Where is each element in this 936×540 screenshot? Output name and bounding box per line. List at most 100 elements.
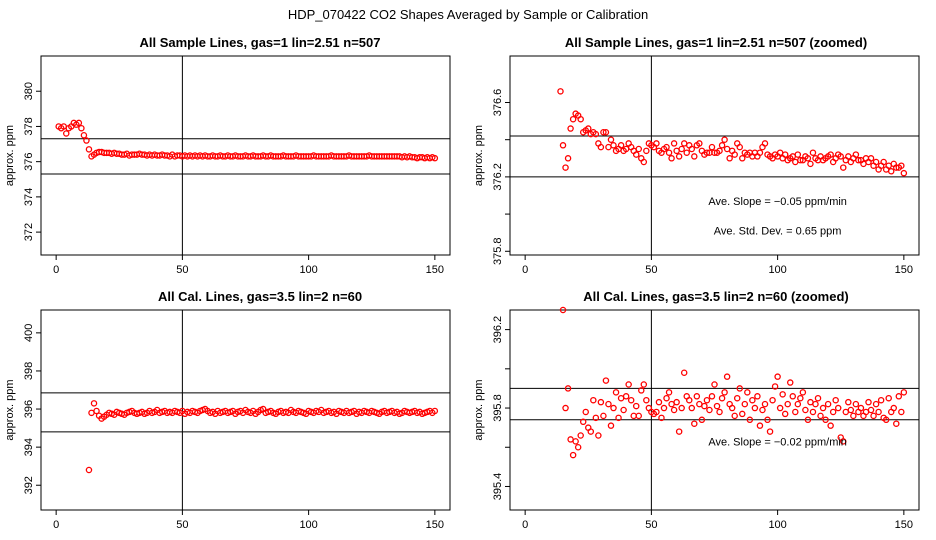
data-point bbox=[579, 418, 587, 426]
panels-container: All Sample Lines, gas=1 lin=2.51 n=507 0 5… bbox=[4, 35, 920, 531]
data-point bbox=[761, 400, 769, 408]
data-point bbox=[812, 400, 819, 408]
x-tick-label: 0 bbox=[522, 519, 528, 531]
y-axis-label: approx. ppm bbox=[473, 125, 485, 186]
chart-annotation: Ave. Slope = −0.05 ppm/min bbox=[708, 196, 847, 208]
data-point bbox=[678, 404, 685, 412]
chart-panel-2: All Sample Lines, gas=1 lin=2.51 n=507 (… bbox=[473, 35, 920, 276]
data-point bbox=[643, 147, 650, 155]
data-point bbox=[845, 398, 852, 406]
x-tick-label: 0 bbox=[53, 519, 59, 531]
data-point bbox=[781, 410, 789, 418]
data-point bbox=[640, 381, 648, 388]
y-tick-label: 394 bbox=[23, 438, 35, 456]
data-point bbox=[721, 389, 728, 396]
data-point bbox=[893, 420, 900, 427]
data-point bbox=[592, 130, 600, 138]
data-point bbox=[827, 151, 834, 158]
data-point bbox=[585, 125, 592, 132]
data-point bbox=[587, 428, 595, 435]
data-point bbox=[807, 160, 814, 168]
data-point bbox=[741, 400, 749, 408]
x-tick-label: 0 bbox=[522, 264, 528, 276]
data-point bbox=[83, 137, 90, 144]
data-point bbox=[847, 406, 855, 414]
series-1 bbox=[85, 400, 439, 474]
data-point bbox=[716, 408, 723, 416]
data-point bbox=[895, 393, 903, 400]
data-point bbox=[880, 158, 887, 166]
data-point bbox=[572, 438, 579, 445]
data-point bbox=[605, 400, 612, 408]
y-axis-label: approx. ppm bbox=[4, 125, 16, 186]
data-point bbox=[85, 466, 93, 474]
data-point bbox=[733, 394, 741, 402]
data-point bbox=[829, 408, 837, 416]
x-tick-label: 50 bbox=[176, 264, 188, 276]
data-point bbox=[640, 158, 648, 166]
data-point bbox=[655, 398, 663, 406]
data-point bbox=[665, 389, 673, 396]
data-point bbox=[564, 155, 572, 162]
series-1 bbox=[55, 119, 439, 162]
data-point bbox=[804, 416, 812, 424]
data-point bbox=[865, 398, 872, 406]
plot-frame bbox=[509, 55, 920, 256]
y-tick-label: 395.4 bbox=[492, 473, 504, 501]
data-point bbox=[867, 155, 875, 162]
data-point bbox=[749, 396, 756, 404]
data-point bbox=[600, 129, 607, 136]
x-tick-label: 150 bbox=[426, 264, 444, 276]
data-point bbox=[756, 149, 764, 156]
data-point bbox=[850, 412, 857, 420]
data-point bbox=[562, 164, 569, 171]
chart-panel-1: All Sample Lines, gas=1 lin=2.51 n=507 0 5… bbox=[4, 35, 451, 276]
x-tick-label: 50 bbox=[176, 519, 188, 531]
data-point bbox=[688, 404, 696, 412]
series-1 bbox=[557, 88, 908, 177]
data-point bbox=[786, 379, 794, 386]
data-point bbox=[625, 381, 632, 388]
data-point bbox=[731, 412, 738, 420]
data-point bbox=[592, 414, 600, 422]
data-point bbox=[577, 432, 584, 439]
data-point bbox=[852, 400, 860, 408]
data-point bbox=[713, 402, 721, 410]
data-point bbox=[784, 400, 791, 408]
data-point bbox=[660, 404, 668, 412]
data-point bbox=[759, 406, 766, 414]
data-point bbox=[726, 155, 733, 162]
data-point bbox=[622, 393, 630, 400]
data-point bbox=[885, 394, 892, 402]
data-point bbox=[607, 136, 615, 143]
data-point bbox=[751, 404, 759, 412]
data-point bbox=[761, 140, 769, 147]
data-point bbox=[663, 394, 670, 402]
data-point bbox=[802, 406, 809, 414]
data-point bbox=[774, 373, 781, 380]
data-point bbox=[875, 408, 882, 416]
data-point bbox=[832, 396, 839, 404]
data-point bbox=[612, 389, 620, 396]
y-axis-label: approx. ppm bbox=[473, 379, 485, 440]
x-tick-label: 150 bbox=[895, 264, 913, 276]
data-point bbox=[794, 151, 802, 158]
data-point bbox=[678, 145, 685, 153]
data-point bbox=[837, 153, 844, 160]
y-axis-label: approx. ppm bbox=[4, 379, 16, 440]
data-point bbox=[85, 146, 93, 153]
data-point bbox=[736, 385, 743, 392]
data-point bbox=[686, 396, 693, 404]
data-point bbox=[663, 143, 670, 151]
data-point bbox=[610, 142, 617, 149]
data-point bbox=[703, 396, 711, 404]
data-point bbox=[696, 140, 703, 147]
x-tick-label: 150 bbox=[426, 519, 444, 531]
data-point bbox=[567, 125, 574, 132]
data-point bbox=[617, 142, 625, 149]
y-tick-label: 396.2 bbox=[492, 316, 504, 344]
data-point bbox=[872, 400, 880, 408]
data-point bbox=[582, 408, 589, 416]
data-point bbox=[597, 398, 605, 406]
